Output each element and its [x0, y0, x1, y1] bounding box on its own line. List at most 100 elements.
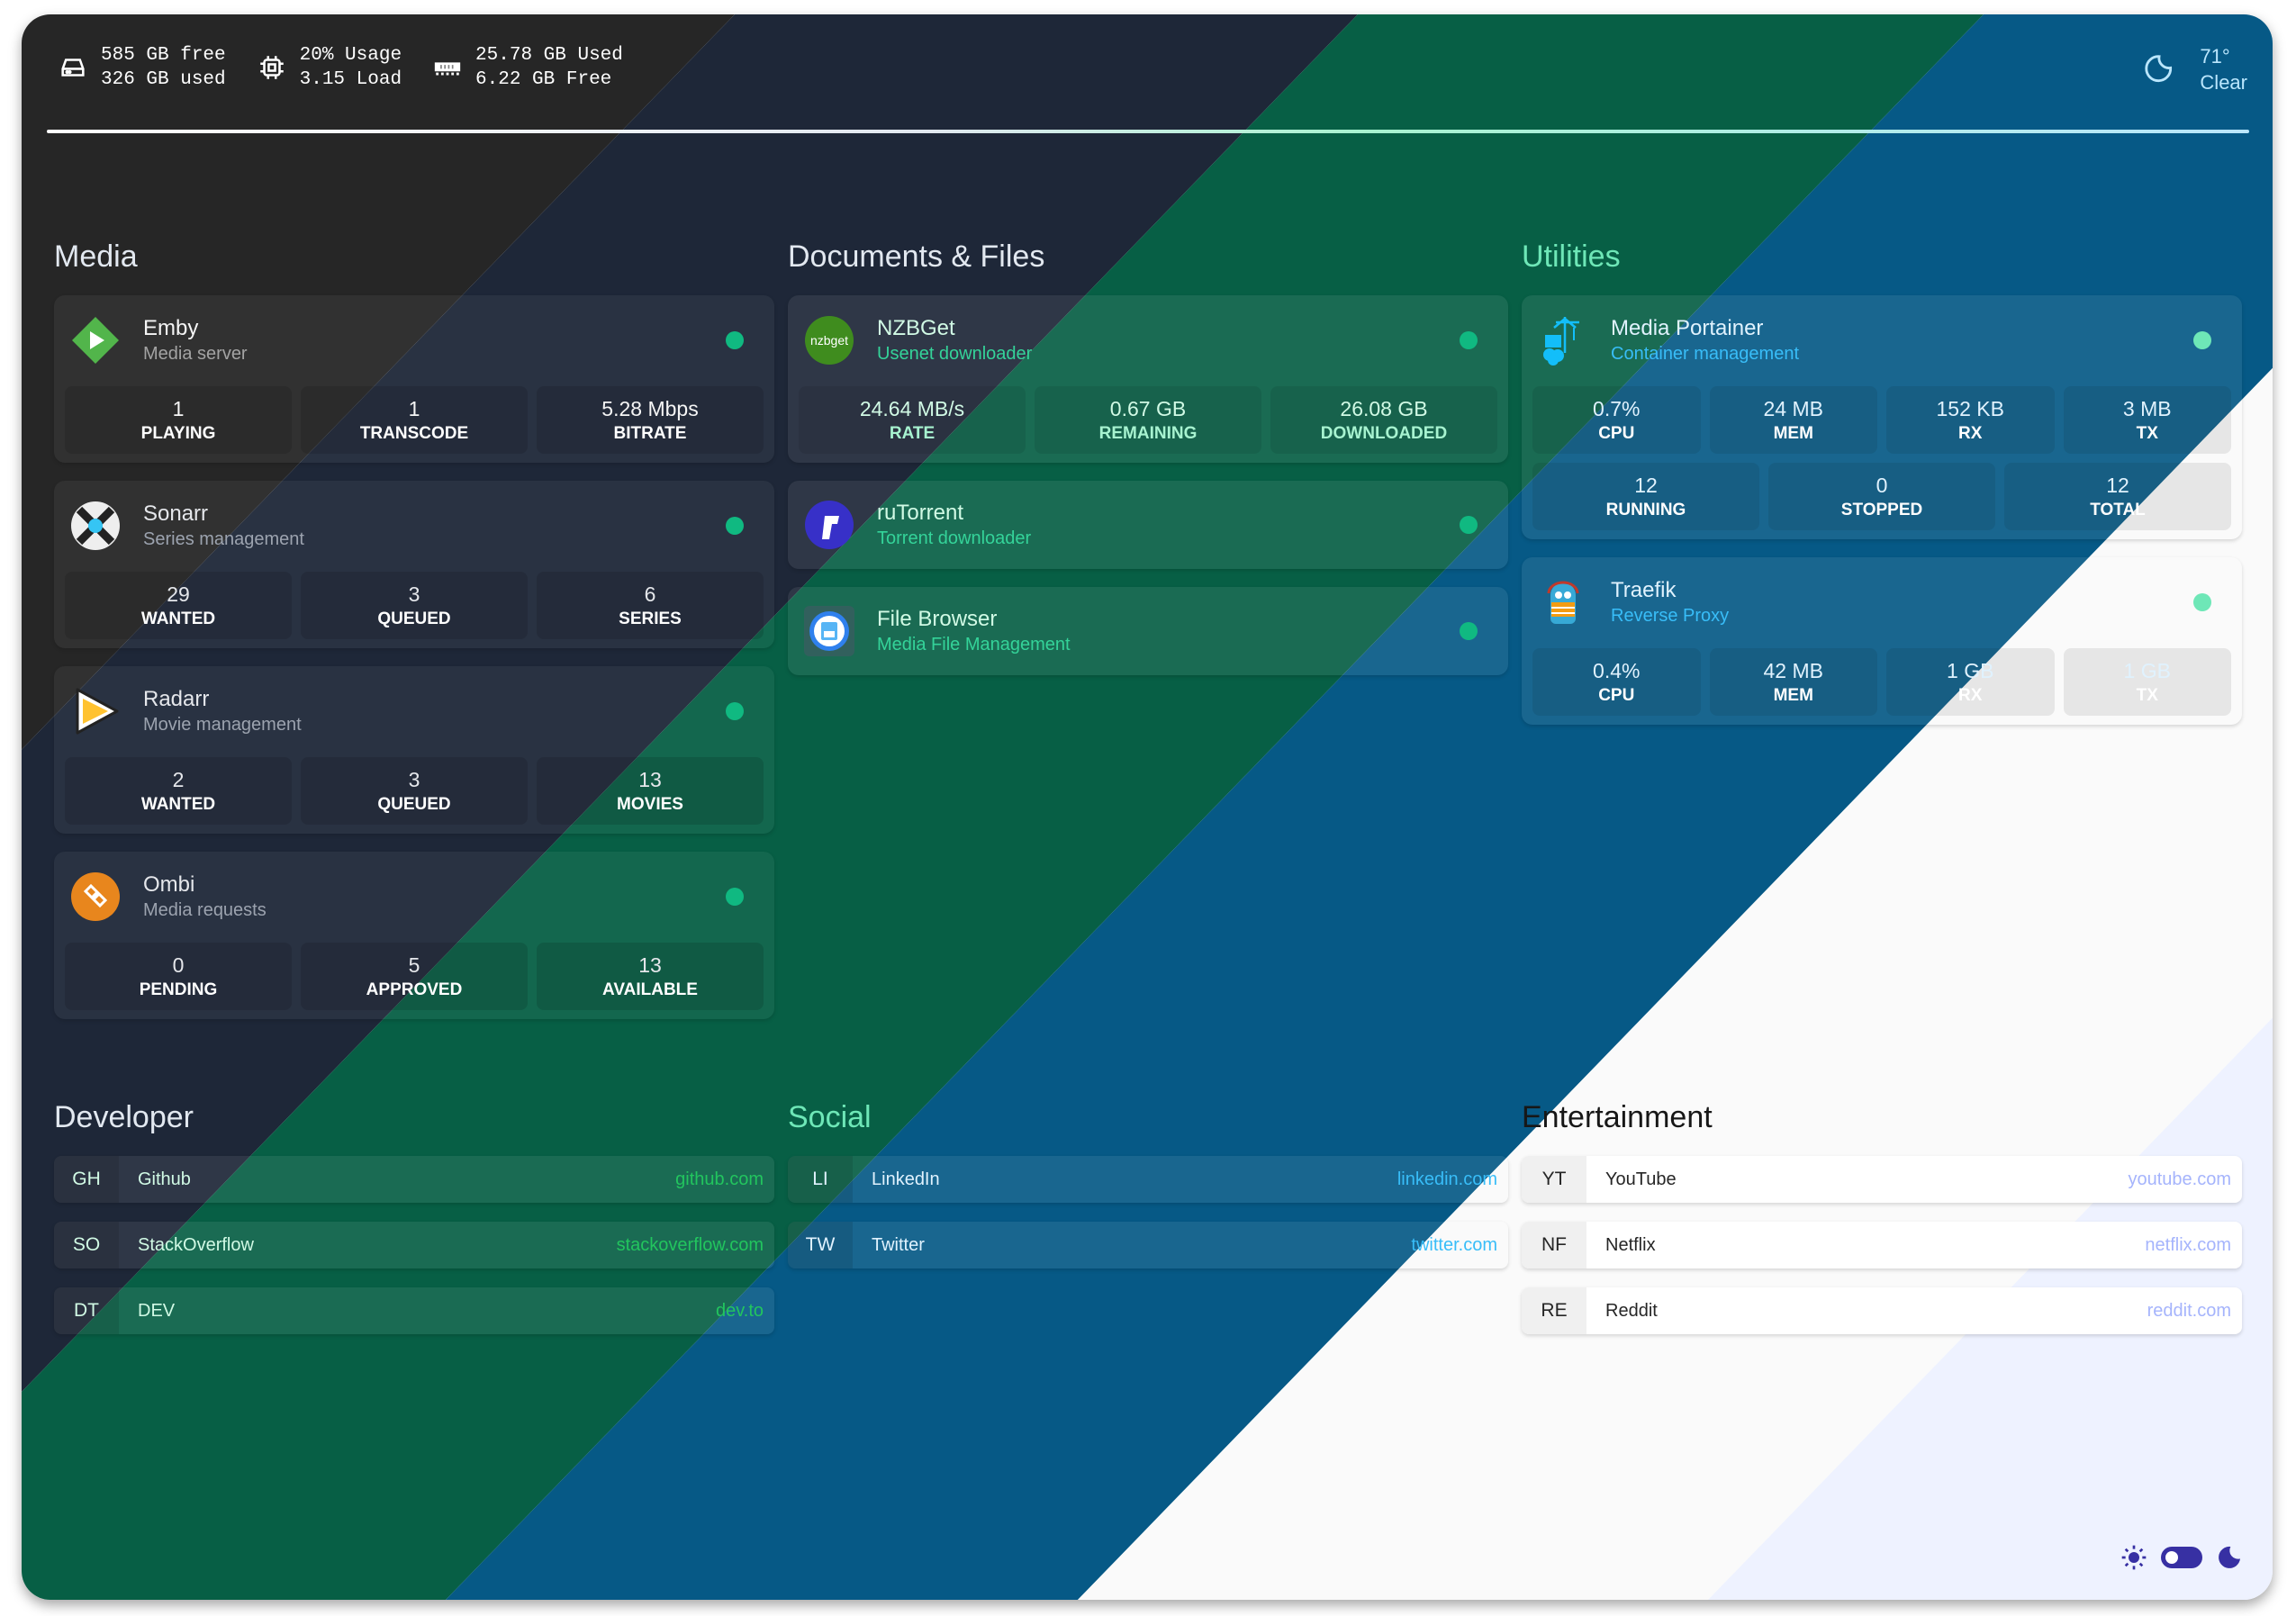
cpu-load: 3.15 Load [299, 69, 402, 90]
stat-label: MEM [1773, 685, 1813, 705]
stat-label: CPU [1598, 685, 1635, 705]
weather-condition: Clear [2200, 71, 2247, 94]
stat: 5 Approved [301, 943, 528, 1010]
stat: 0 Stopped [1768, 463, 1995, 530]
memory-used: 25.78 GB Used [475, 45, 623, 66]
stat: 6 Series [537, 572, 764, 639]
bookmark-netflix[interactable]: NF Netflix netflix.com [1522, 1222, 2242, 1268]
section-title: Media [54, 239, 138, 274]
stat-label: TX [2136, 423, 2158, 443]
stat-value: 12 [1634, 473, 1658, 497]
bookmark-name: StackOverflow [138, 1234, 254, 1255]
stat: 29 Wanted [65, 572, 292, 639]
stat: 0 Pending [65, 943, 292, 1010]
theme-switch[interactable] [2161, 1547, 2202, 1568]
stat-value: 3 [408, 582, 420, 606]
service-name: Traefik [1611, 577, 1677, 602]
section-media: Media Emby Media server 1 Playing 1 Transco… [54, 238, 774, 1037]
stat: 26.08 GB Downloaded [1270, 386, 1497, 454]
service-name: Sonarr [143, 501, 209, 526]
bookmark-github[interactable]: GH Github github.com [54, 1156, 774, 1203]
bookmark-abbr: SO [54, 1222, 119, 1268]
service-name: File Browser [877, 606, 998, 631]
service-name: NZBGet [877, 315, 955, 340]
stat: 0.7% CPU [1532, 386, 1701, 454]
stat-value: 0.7% [1593, 396, 1641, 420]
service-desc: Media requests [143, 899, 267, 920]
service-desc: Media File Management [877, 634, 1071, 655]
service-card-traefik[interactable]: Traefik Reverse Proxy 0.4% CPU 42 MB MEM 1 … [1522, 557, 2242, 725]
bookmark-reddit[interactable]: RE Reddit reddit.com [1522, 1287, 2242, 1334]
bookmark-stackoverflow[interactable]: SO StackOverflow stackoverflow.com [54, 1222, 774, 1268]
service-name: ruTorrent [877, 500, 964, 525]
service-desc: Container management [1611, 343, 1800, 364]
svg-text:nzbget: nzbget [810, 333, 848, 348]
stat-value: 0 [1876, 473, 1888, 497]
bookmark-abbr: RE [1522, 1287, 1586, 1334]
service-desc: Movie management [143, 714, 302, 735]
system-stats: 585 GB free 326 GB used 20% Usage 3.15 Loa… [58, 43, 623, 92]
service-card-emby[interactable]: Emby Media server 1 Playing 1 Transcode 5.2… [54, 295, 774, 463]
bookmark-abbr: TW [788, 1222, 853, 1268]
stat-value: 0 [172, 952, 185, 977]
bookmark-url: stackoverflow.com [616, 1234, 764, 1255]
cpu-icon [259, 56, 284, 79]
stat-label: Wanted [140, 794, 216, 814]
memory-icon [434, 62, 461, 76]
stat-value: 0.67 GB [1109, 396, 1187, 420]
stat: 1 Playing [65, 386, 292, 454]
cpu-widget: 20% Usage 3.15 Load [257, 43, 402, 92]
memory-free: 6.22 GB Free [475, 69, 612, 90]
stat-value: 24 MB [1763, 396, 1823, 420]
stat: 13 Movies [537, 757, 764, 825]
service-card-nzbget[interactable]: nzbget NZBGet Usenet downloader 24.64 MB/… [788, 295, 1508, 463]
stat: 1 GB RX [1886, 648, 2055, 716]
stat-value: 1 GB [1947, 658, 1994, 682]
stat-value: 1 [172, 396, 185, 420]
bookmark-linkedin[interactable]: LI LinkedIn linkedin.com [788, 1156, 1508, 1203]
status-dot [1460, 516, 1478, 534]
stat-label: Available [602, 980, 698, 999]
service-card-radarr[interactable]: Radarr Movie management 2 Wanted 3 Queued 1… [54, 666, 774, 834]
service-card-ombi[interactable]: Ombi Media requests 0 Pending 5 Approved 13… [54, 852, 774, 1019]
emby-icon [72, 317, 119, 364]
bookmarks-social: Social LI LinkedIn linkedin.com TW Twitter t… [788, 1098, 1508, 1287]
stat-label: Stopped [1840, 500, 1923, 519]
service-card-portainer[interactable]: Media Portainer Container management 0.7%… [1522, 295, 2242, 539]
cpu-usage: 20% Usage [299, 45, 402, 66]
status-dot [726, 331, 744, 349]
stat-label: Series [619, 609, 682, 628]
moon-icon [2219, 1546, 2240, 1568]
theme-toggle[interactable] [2120, 1543, 2244, 1572]
stat-label: Rate [889, 423, 936, 443]
stat-value: 3 MB [2122, 396, 2172, 420]
stat-label: Queued [377, 794, 451, 814]
stat-value: 1 [408, 396, 420, 420]
bookmark-twitter[interactable]: TW Twitter twitter.com [788, 1222, 1508, 1268]
stat-label: Wanted [140, 609, 216, 628]
bookmark-abbr: YT [1522, 1156, 1586, 1203]
rutorrent-icon [805, 501, 854, 549]
bookmark-url: dev.to [716, 1300, 764, 1321]
stat-label: Downloaded [1320, 423, 1448, 443]
memory-widget: 25.78 GB Used 6.22 GB Free [432, 43, 623, 92]
bookmark-url: github.com [675, 1169, 764, 1189]
stat-value: 12 [2106, 473, 2129, 497]
stat-value: 5.28 Mbps [601, 396, 699, 420]
stat-label: Running [1605, 500, 1686, 519]
stat: 12 Total [2004, 463, 2231, 530]
stat-value: 24.64 MB/s [859, 396, 965, 420]
service-card-file-browser[interactable]: File Browser Media File Management [788, 587, 1508, 675]
service-card-rutorrent[interactable]: ruTorrent Torrent downloader [788, 481, 1508, 569]
bookmark-youtube[interactable]: YT YouTube youtube.com [1522, 1156, 2242, 1203]
bookmark-url: reddit.com [2147, 1300, 2231, 1321]
stat: 24 MB MEM [1709, 386, 1877, 454]
sonarr-icon [71, 501, 120, 550]
section-title: Utilities [1522, 239, 1621, 274]
status-dot [1460, 622, 1478, 640]
stat-value: 1 GB [2123, 658, 2171, 682]
bookmark-dev[interactable]: DT DEV dev.to [54, 1287, 774, 1334]
service-card-sonarr[interactable]: Sonarr Series management 29 Wanted 3 Queued… [54, 481, 774, 648]
stat-value: 29 [167, 582, 190, 606]
stat-value: 26.08 GB [1340, 396, 1428, 420]
